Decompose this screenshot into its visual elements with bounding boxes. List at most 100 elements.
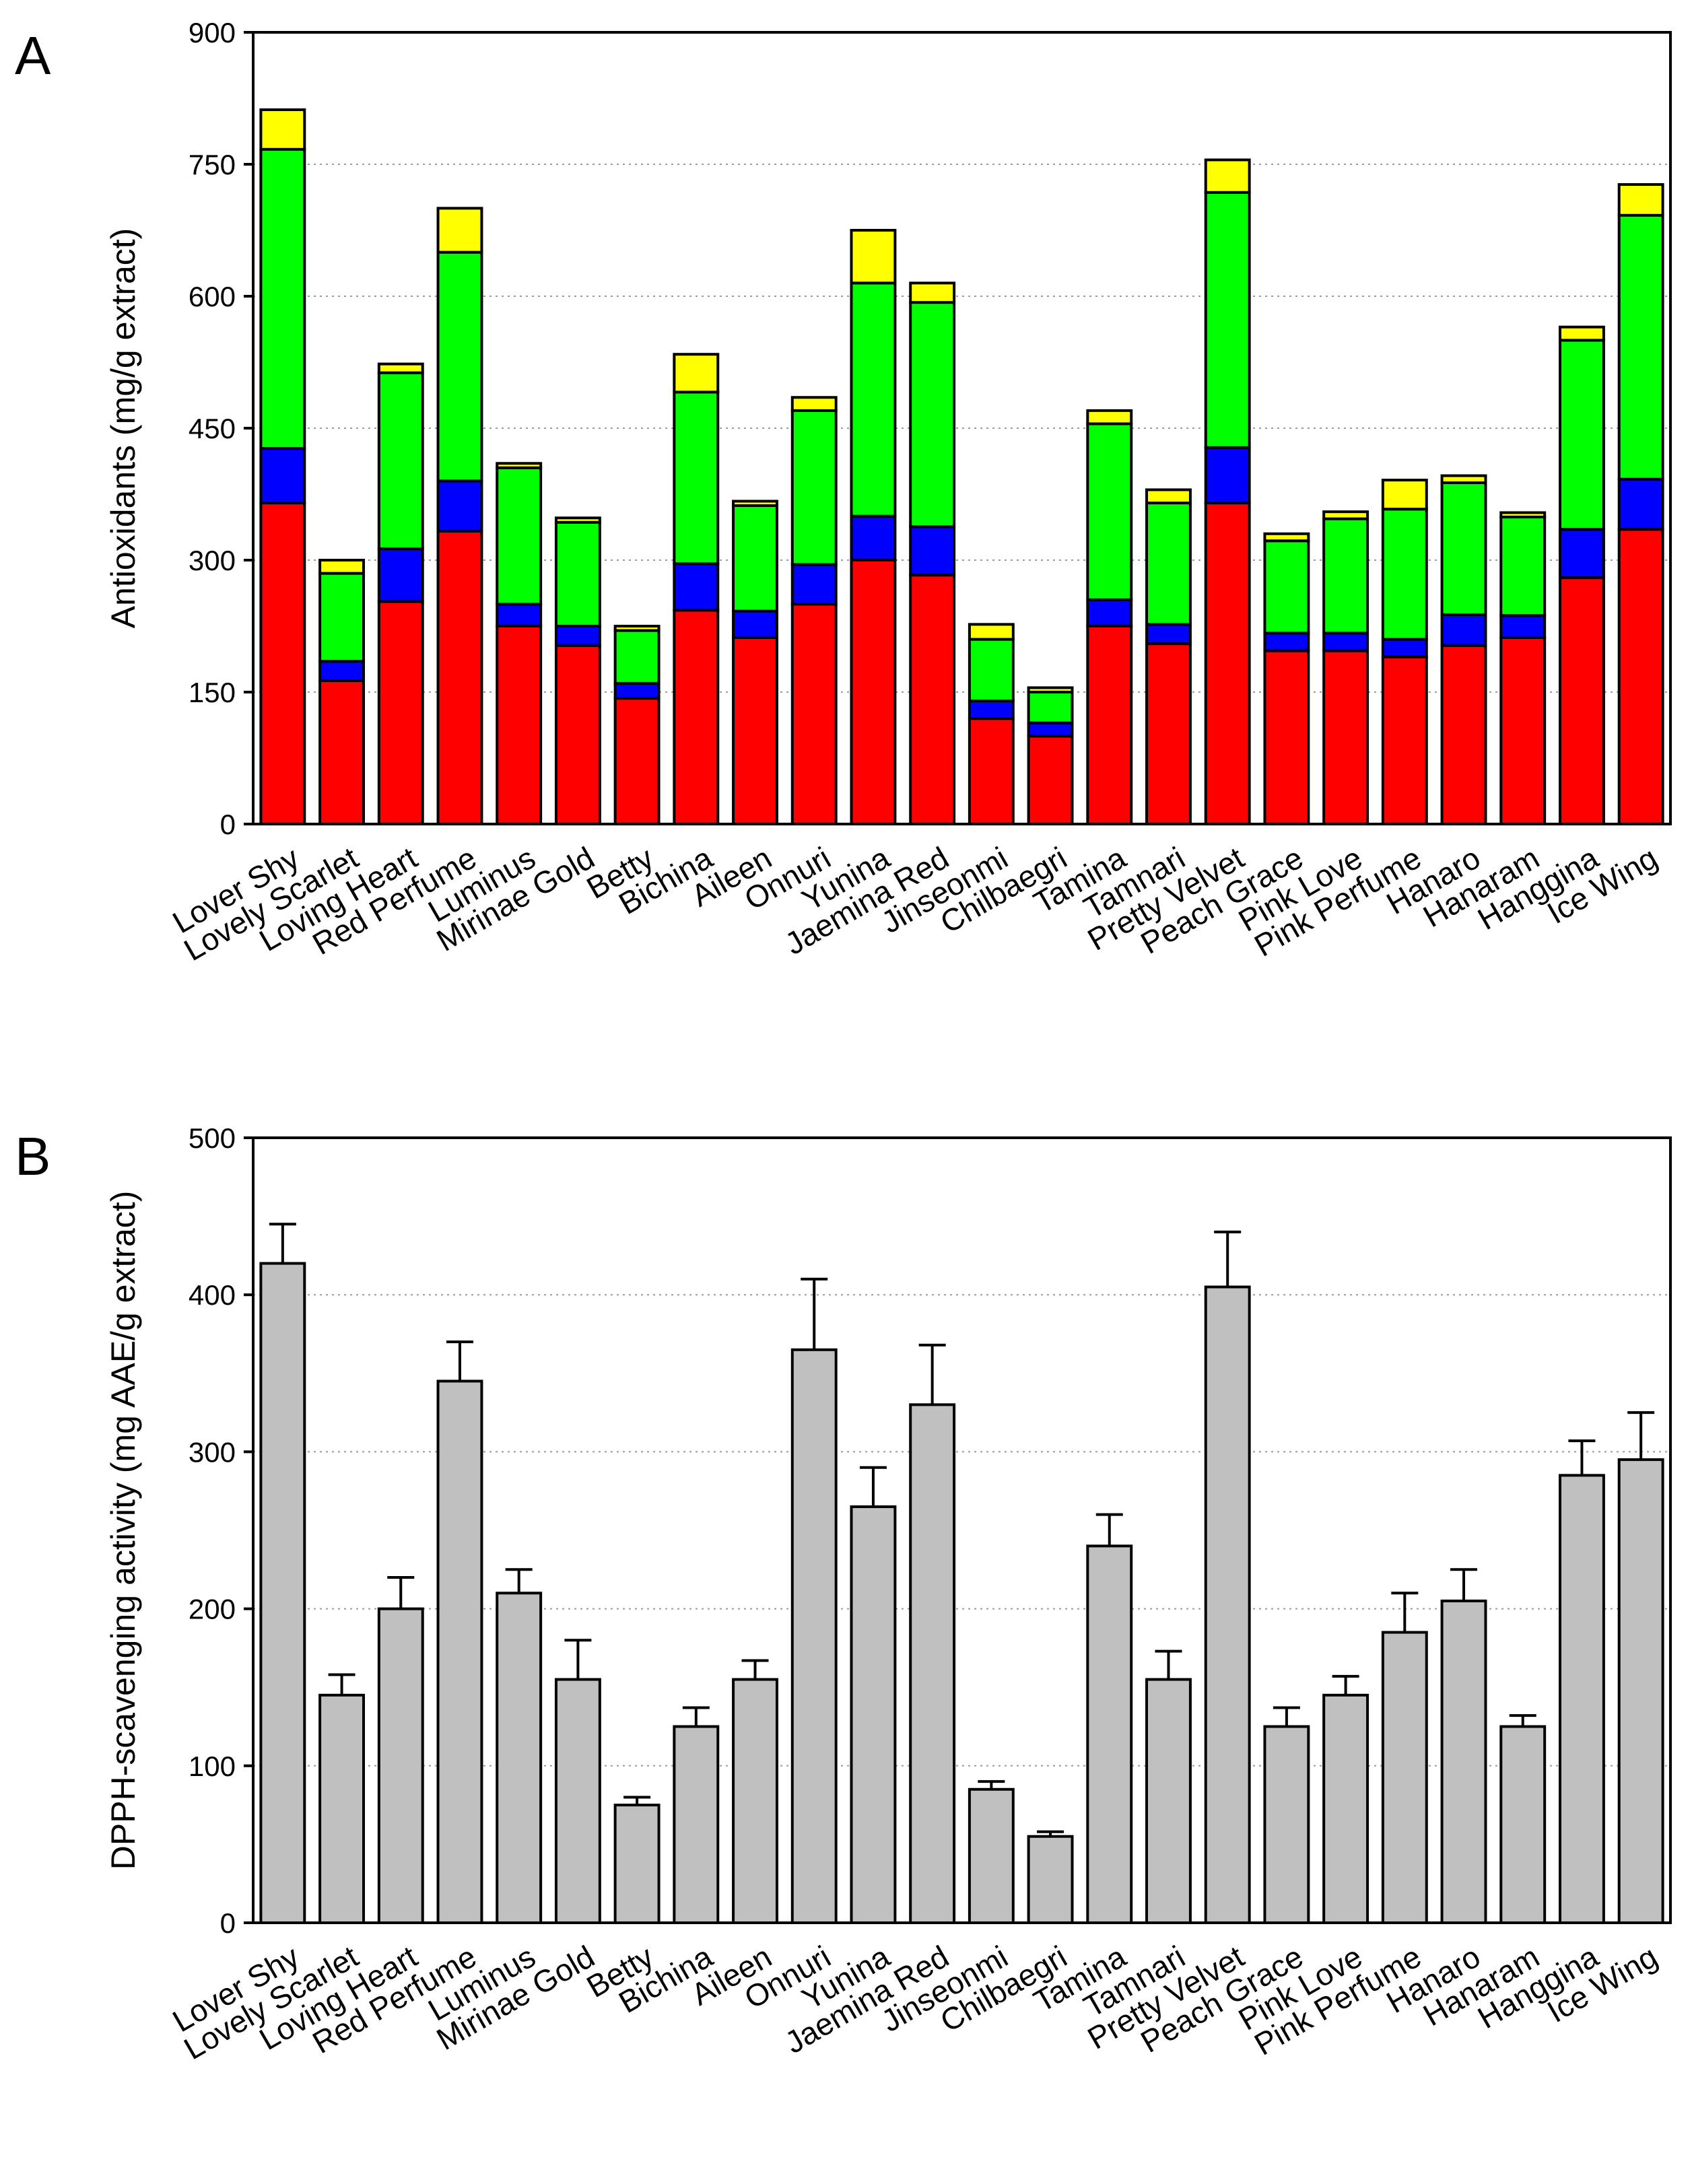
panel-b-bar: [732, 1678, 778, 1925]
panel-b-y-tick-label: 0: [220, 1907, 236, 1939]
panel-b-bar: [259, 1262, 306, 1925]
panel-a-bar-segment-3: [436, 250, 483, 483]
panel-a-bar-segment-3: [1263, 539, 1310, 635]
panel-a-bar-segment-3: [673, 390, 720, 566]
panel-a-bar-segment-3: [1617, 213, 1664, 481]
panel-a-y-tick-label: 300: [189, 545, 236, 576]
panel-b-bar-group-bichina: [673, 1706, 720, 1924]
panel-a-bar-segment-1: [554, 644, 601, 825]
panel-a-y-tick-label: 900: [189, 17, 236, 48]
panel-a-bar-group-onnuri: [790, 396, 838, 825]
panel-a-bar-segment-1: [318, 679, 366, 825]
panel-a-bar-segment-2: [496, 603, 543, 627]
panel-a-bar-segment-2: [673, 562, 720, 612]
panel-a-bar-segment-2: [1440, 613, 1487, 647]
panel-b-y-ticks: 0 100 200 300 400 500: [189, 1122, 253, 1939]
panel-a-bar-group-bichina: [673, 353, 720, 825]
panel-a-bar-segment-4: [850, 229, 897, 285]
panel-b-bar-group-aileen: [732, 1659, 778, 1925]
panel-b-bar: [1440, 1599, 1487, 1924]
panel-a-bar-segment-2: [1499, 614, 1547, 639]
panel-b-bar: [318, 1693, 366, 1925]
panel-a-bar-segment-1: [968, 717, 1015, 825]
panel-a-bar-group-peach-grace: [1263, 532, 1310, 825]
panel-b-bar: [909, 1403, 956, 1924]
panel-b-bar-group-chilbaegri: [1027, 1830, 1074, 1924]
panel-a-bar-segment-2: [909, 525, 956, 577]
panel-a-y-tick-label: 750: [189, 149, 236, 180]
panel-b-letter: B: [15, 1126, 50, 1186]
panel-b-bar-group-jinseonmi: [968, 1780, 1015, 1925]
panel-a-bar-segment-2: [1204, 446, 1251, 505]
panel-a-y-ticks: 0 150 300 450 600 750 900: [189, 17, 253, 840]
panel-a-bar-segment-3: [318, 572, 366, 663]
panel-b-bar: [1027, 1835, 1074, 1924]
panel-b-bar-group-pink-perfume: [1381, 1592, 1428, 1925]
panel-a-bar-segment-3: [850, 281, 897, 518]
panel-b-bars: [259, 1223, 1664, 1925]
panel-a-bar-segment-4: [613, 625, 661, 632]
panel-a-bar-segment-2: [1027, 721, 1074, 738]
panel-a-bar-segment-2: [1617, 477, 1664, 531]
panel-a-bar-segment-4: [1322, 510, 1369, 520]
panel-b-bar: [496, 1592, 543, 1925]
panel-a-y-tick-label: 150: [189, 677, 236, 708]
panel-b-bar: [850, 1505, 897, 1924]
panel-a-bar-segment-1: [1204, 502, 1251, 825]
panel-a-bar-segment-4: [377, 362, 424, 374]
panel-a-bar-segment-1: [377, 600, 424, 825]
panel-a-bar-segment-4: [732, 500, 778, 507]
panel-b-bar: [1381, 1631, 1428, 1925]
panel-b-y-axis-title: DPPH-scavenging activity (mg AAE/g extra…: [104, 1191, 142, 1870]
panel-b-bar-group-loving-heart: [377, 1575, 424, 1925]
panel-a-bar-segment-3: [1381, 508, 1428, 641]
panel-a-bar-segment-2: [1145, 623, 1192, 646]
panel-a-bar-segment-3: [259, 147, 306, 450]
panel-a-bar-group-hanaro: [1440, 474, 1487, 825]
panel-a-bar-group-red-perfume: [436, 207, 483, 825]
panel-a-bar-segment-4: [909, 281, 956, 304]
panel-a-y-axis-title: Antioxidants (mg/g extract): [104, 228, 142, 629]
panel-b-bar: [1558, 1474, 1605, 1924]
panel-a-bar-segment-2: [968, 699, 1015, 720]
panel-a-bar-segment-3: [909, 301, 956, 528]
panel-b-bar-group-hanaram: [1499, 1714, 1547, 1924]
panel-a-bar-segment-3: [968, 638, 1015, 703]
panel-a-bar-group-jaemina-red: [909, 281, 956, 825]
panel-a-bar-group-tamnari: [1145, 488, 1192, 826]
panel-a-bar-segment-1: [1027, 735, 1074, 826]
panel-a-bar-segment-2: [1322, 632, 1369, 652]
panel-b-bar: [1322, 1693, 1369, 1925]
panel-a-bar-group-hanggina: [1558, 325, 1605, 826]
panel-a-bar-group-pink-perfume: [1381, 479, 1428, 825]
panel-b-bar: [1204, 1285, 1251, 1925]
panel-a-bar-group-pretty-velvet: [1204, 158, 1251, 825]
panel-a-bar-segment-3: [1027, 691, 1074, 724]
panel-a-bar-segment-3: [1558, 339, 1605, 531]
panel-a-bar-segment-2: [732, 609, 778, 639]
panel-b-bar: [436, 1379, 483, 1924]
panel-a-bar-group-hanaram: [1499, 511, 1547, 826]
panel-a-bar-segment-3: [1440, 481, 1487, 617]
panel-a-bar-segment-2: [1263, 632, 1310, 652]
panel-a-bar-segment-1: [496, 625, 543, 825]
panel-b-bar: [613, 1804, 661, 1925]
panel-a-bar-segment-3: [1322, 517, 1369, 635]
panel-a-bar-segment-2: [377, 547, 424, 603]
panel-a-bar-segment-1: [732, 636, 778, 826]
panel-a-bar-segment-4: [436, 207, 483, 254]
panel-a-bar-segment-2: [1086, 598, 1133, 627]
panel-b-bar-group-mirinae-gold: [554, 1639, 601, 1925]
panel-b-bar: [673, 1725, 720, 1924]
panel-b-y-tick-label: 400: [189, 1279, 236, 1311]
panel-a-bar-segment-1: [1086, 625, 1133, 825]
panel-a-y-tick-label: 450: [189, 413, 236, 444]
panel-a-bar-segment-4: [1145, 488, 1192, 505]
panel-a-bar-group-pink-love: [1322, 510, 1369, 825]
panel-a-bar-segment-3: [790, 409, 838, 566]
panel-a-bar-segment-3: [377, 371, 424, 551]
panel-b-y-tick-label: 100: [189, 1750, 236, 1782]
panel-b-bar: [968, 1787, 1015, 1925]
